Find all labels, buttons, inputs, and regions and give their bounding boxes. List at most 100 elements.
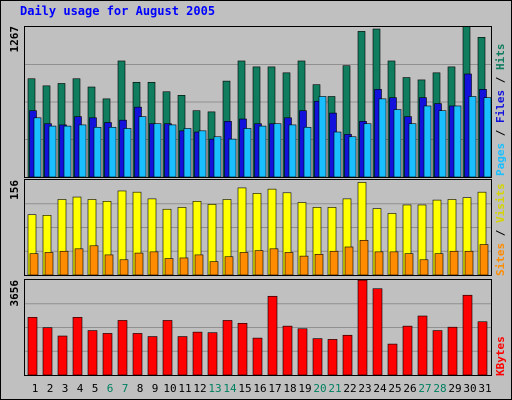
- x-tick-label: 21: [328, 382, 341, 395]
- bar-kbytes-day-5: [87, 330, 98, 376]
- bar-sites-day-18: [284, 252, 294, 276]
- bar-kbytes-day-30: [462, 294, 473, 376]
- x-tick-label: 23: [358, 382, 371, 395]
- legend-separator: /: [494, 223, 507, 243]
- bar-pages-day-15: [243, 128, 252, 178]
- bar-sites-day-3: [59, 250, 69, 276]
- bar-kbytes-day-27: [417, 315, 428, 376]
- bar-sites-day-15: [239, 252, 249, 276]
- bar-pages-day-19: [303, 126, 312, 178]
- middle-max-label: 156: [8, 180, 21, 200]
- x-tick-label: 13: [208, 382, 221, 395]
- bar-kbytes-day-11: [177, 336, 188, 376]
- bar-pages-day-22: [348, 136, 357, 178]
- x-tick-label: 19: [298, 382, 311, 395]
- legend-sites: Sites: [494, 243, 507, 276]
- bar-kbytes-day-14: [222, 320, 233, 376]
- bar-sites-day-17: [269, 248, 279, 276]
- bar-pages-day-12: [198, 130, 207, 178]
- bar-sites-day-7: [119, 259, 129, 276]
- bar-kbytes-day-20: [312, 338, 323, 376]
- legend-separator: /: [494, 70, 507, 90]
- x-tick-label: 7: [122, 382, 129, 395]
- x-tick-label: 30: [463, 382, 476, 395]
- bar-kbytes-day-8: [132, 333, 143, 376]
- bar-kbytes-day-6: [102, 333, 113, 376]
- bar-sites-day-30: [464, 250, 474, 276]
- bar-sites-day-9: [149, 251, 159, 276]
- bar-kbytes-day-19: [297, 328, 308, 376]
- bar-pages-day-21: [333, 131, 342, 178]
- bar-sites-day-10: [164, 258, 174, 276]
- bar-marks: [27, 26, 492, 376]
- bar-kbytes-day-26: [402, 325, 413, 376]
- x-tick-label: 3: [62, 382, 69, 395]
- bar-sites-day-28: [434, 253, 444, 276]
- bar-sites-day-25: [389, 251, 399, 276]
- bar-sites-day-12: [194, 254, 204, 276]
- bar-sites-day-24: [374, 251, 384, 276]
- x-tick-label: 26: [403, 382, 416, 395]
- bar-pages-day-5: [93, 126, 102, 178]
- bar-sites-day-23: [359, 239, 369, 276]
- bar-pages-day-31: [483, 97, 492, 178]
- legend-kbytes: KBytes: [494, 336, 507, 376]
- bar-sites-day-19: [299, 255, 309, 276]
- bar-kbytes-day-1: [27, 317, 38, 376]
- bar-sites-day-16: [254, 250, 264, 276]
- bar-pages-day-28: [438, 110, 447, 178]
- x-tick-label: 31: [478, 382, 491, 395]
- x-tick-label: 5: [92, 382, 99, 395]
- bar-sites-day-27: [419, 259, 429, 276]
- x-tick-label: 4: [77, 382, 84, 395]
- bar-sites-day-29: [449, 250, 459, 276]
- bar-pages-day-18: [288, 124, 297, 178]
- middle-series-legend: Sites / Visits: [494, 183, 507, 276]
- x-tick-label: 20: [313, 382, 326, 395]
- x-tick-label: 6: [107, 382, 114, 395]
- bar-sites-day-5: [89, 245, 99, 276]
- bar-sites-day-26: [404, 253, 414, 276]
- bar-pages-day-16: [258, 125, 267, 178]
- bar-pages-day-26: [408, 123, 417, 178]
- x-tick-labels: 1 2 3 4 5 6 7 8 9 10 11 12 13 14 15 16 17 18 19 20 21 22 23 24 2…: [32, 382, 492, 395]
- bar-sites-day-22: [344, 246, 354, 276]
- bar-kbytes-day-31: [477, 321, 488, 376]
- bar-kbytes-day-17: [267, 295, 278, 376]
- x-tick-label: 11: [178, 382, 191, 395]
- legend-hits: Hits: [494, 44, 507, 71]
- bar-pages-day-10: [168, 124, 177, 178]
- bar-kbytes-day-25: [387, 343, 398, 376]
- bar-kbytes-day-28: [432, 330, 443, 376]
- top-max-label: 1267: [8, 26, 21, 53]
- x-tick-label: 9: [152, 382, 159, 395]
- bar-pages-day-8: [138, 116, 147, 178]
- top-series-legend: Pages / Files / Hits: [494, 44, 507, 177]
- bar-kbytes-day-12: [192, 331, 203, 376]
- bar-sites-day-13: [209, 261, 219, 276]
- x-tick-label: 8: [137, 382, 144, 395]
- bar-pages-day-6: [108, 126, 117, 178]
- bar-kbytes-day-15: [237, 322, 248, 376]
- legend-files: Files: [494, 90, 507, 123]
- x-tick-label: 17: [268, 382, 281, 395]
- bar-pages-day-20: [318, 96, 327, 178]
- bar-sites-day-14: [224, 256, 234, 276]
- x-tick-label: 15: [238, 382, 251, 395]
- legend-pages: Pages: [494, 143, 507, 176]
- bar-sites-day-2: [44, 252, 54, 276]
- bar-kbytes-day-29: [447, 326, 458, 376]
- legend-separator: /: [494, 123, 507, 143]
- bar-kbytes-day-10: [162, 320, 173, 376]
- bar-pages-day-3: [63, 125, 72, 178]
- bar-kbytes-day-3: [57, 335, 68, 376]
- bar-kbytes-day-16: [252, 337, 263, 376]
- x-tick-label: 10: [163, 382, 176, 395]
- x-tick-label: 29: [448, 382, 461, 395]
- bar-pages-day-9: [153, 123, 162, 178]
- x-tick-label: 25: [388, 382, 401, 395]
- bar-kbytes-day-13: [207, 332, 218, 376]
- x-tick-label: 27: [418, 382, 431, 395]
- legend-visits: Visits: [494, 183, 507, 223]
- bar-pages-day-27: [423, 105, 432, 178]
